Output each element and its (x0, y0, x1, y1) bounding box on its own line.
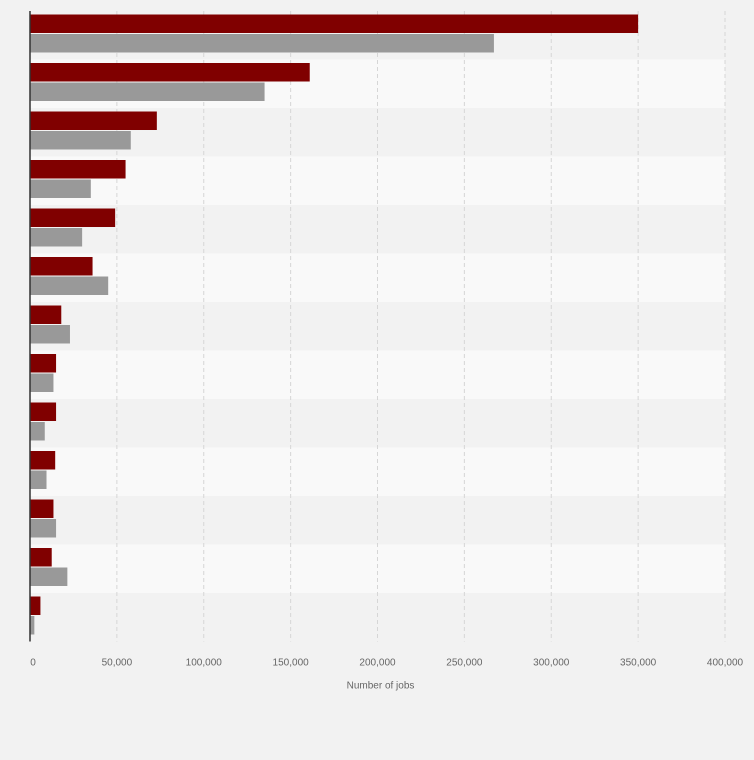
bar-series-2[interactable] (30, 567, 68, 587)
bar-series-1[interactable] (30, 548, 52, 567)
bar-series-1[interactable] (30, 451, 56, 470)
bar-series-1[interactable] (30, 499, 54, 519)
bar-series-2[interactable] (30, 470, 47, 490)
bar-series-2[interactable] (30, 373, 54, 393)
x-tick-label: 50,000 (102, 658, 133, 669)
x-tick-label: 300,000 (533, 658, 570, 669)
x-axis-title: Number of jobs (347, 681, 415, 692)
bar-series-2[interactable] (30, 131, 131, 150)
x-tick-label: 100,000 (186, 658, 223, 669)
bar-series-1[interactable] (30, 208, 116, 228)
bar-series-2[interactable] (30, 325, 70, 344)
bar-series-2[interactable] (30, 276, 109, 296)
bar-series-2[interactable] (30, 519, 57, 538)
bar-series-1[interactable] (30, 596, 41, 616)
x-axis-ticks: 0 50,000 100,000 150,000 200,000 250,000 300,0… (30, 658, 743, 669)
bar-series-1[interactable] (30, 111, 157, 131)
bar-series-1[interactable] (30, 63, 310, 82)
bar-series-2[interactable] (30, 34, 494, 53)
bar-series-1[interactable] (30, 305, 62, 325)
bar-series-1[interactable] (30, 402, 57, 422)
x-tick-label: 200,000 (359, 658, 396, 669)
x-tick-label: 0 (30, 658, 36, 669)
bar-series-2[interactable] (30, 228, 83, 247)
bar-series-1[interactable] (30, 14, 639, 34)
x-tick-label: 350,000 (620, 658, 657, 669)
bars (30, 14, 639, 635)
x-tick-label: 400,000 (707, 658, 744, 669)
bar-series-2[interactable] (30, 422, 45, 441)
x-tick-label: 250,000 (446, 658, 483, 669)
bar-series-2[interactable] (30, 616, 35, 635)
bar-series-1[interactable] (30, 257, 93, 276)
x-tick-label: 150,000 (273, 658, 310, 669)
bar-series-1[interactable] (30, 354, 57, 373)
bar-series-2[interactable] (30, 179, 91, 199)
bar-series-2[interactable] (30, 82, 265, 102)
bar-series-1[interactable] (30, 160, 126, 179)
